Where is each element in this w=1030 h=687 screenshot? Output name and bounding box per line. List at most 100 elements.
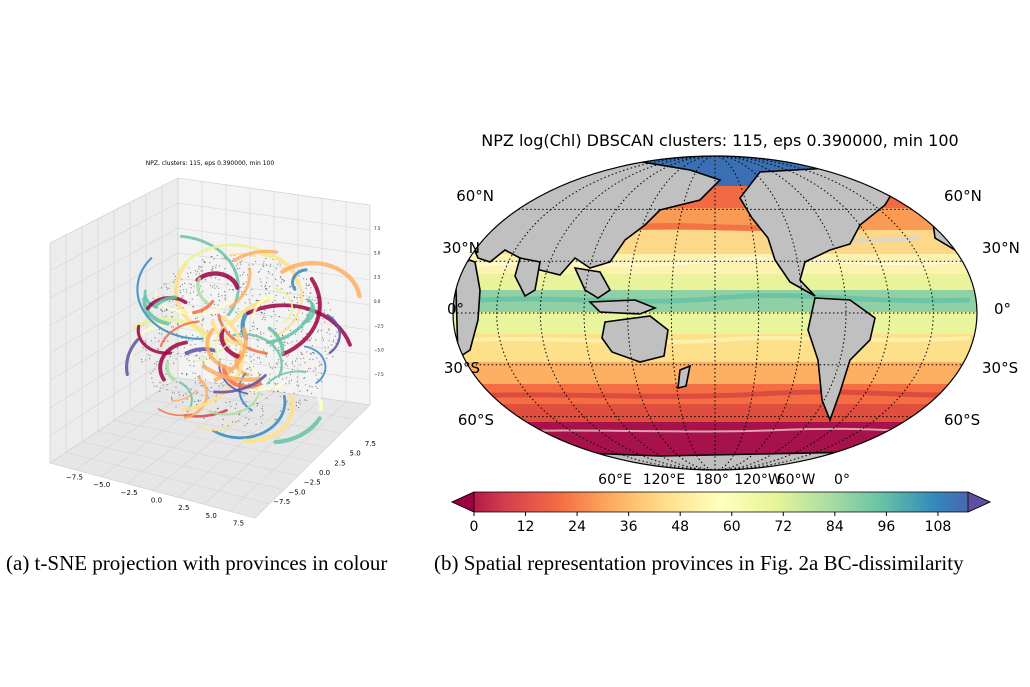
colorbar-tick-label: 36 bbox=[620, 519, 638, 535]
tsne-point bbox=[271, 301, 273, 303]
tsne-cluster-arc bbox=[159, 320, 200, 348]
tsne-point bbox=[306, 278, 308, 280]
tsne-point bbox=[252, 295, 254, 297]
colorbar-tick-label: 60 bbox=[723, 519, 741, 535]
tsne-point bbox=[261, 383, 263, 385]
tsne-point bbox=[319, 361, 321, 363]
tsne-point bbox=[198, 265, 200, 267]
tsne-point bbox=[336, 339, 338, 341]
tsne-point bbox=[185, 335, 187, 337]
z-tick-label: −2.5 bbox=[374, 323, 384, 328]
tsne-point bbox=[275, 418, 278, 420]
tsne-point bbox=[277, 390, 279, 392]
tsne-point bbox=[186, 374, 188, 376]
tsne-point bbox=[306, 351, 308, 353]
tsne-point bbox=[207, 387, 209, 389]
tsne-point bbox=[320, 329, 322, 332]
grid-line bbox=[49, 352, 179, 436]
tsne-cluster-arc bbox=[165, 361, 176, 381]
tsne-point bbox=[269, 373, 271, 375]
tsne-point bbox=[248, 418, 250, 420]
tsne-point bbox=[282, 378, 284, 380]
tsne-point bbox=[152, 382, 154, 384]
tsne-point bbox=[308, 284, 310, 286]
tsne-point bbox=[140, 358, 143, 360]
tsne-cluster-arc bbox=[125, 338, 140, 377]
tsne-point bbox=[277, 359, 279, 361]
colorbar-extend-min bbox=[451, 491, 475, 513]
meridian-line bbox=[539, 155, 716, 471]
tsne-point bbox=[299, 403, 301, 405]
tsne-point bbox=[262, 264, 264, 266]
tsne-point bbox=[222, 418, 224, 420]
tsne-point bbox=[332, 341, 334, 343]
colorbar-tick-label: 84 bbox=[826, 519, 844, 535]
tsne-point bbox=[291, 299, 293, 302]
tsne-point bbox=[251, 374, 253, 376]
tsne-cluster-arc bbox=[196, 277, 209, 305]
tsne-point bbox=[293, 392, 295, 394]
x-tick-label: 7.5 bbox=[233, 519, 244, 527]
tsne-point bbox=[230, 363, 232, 365]
tsne-cluster-arc bbox=[195, 271, 240, 290]
tsne-point bbox=[248, 264, 250, 266]
tsne-point bbox=[307, 284, 309, 286]
tsne-point bbox=[167, 360, 169, 362]
tsne-point bbox=[195, 390, 197, 392]
tsne-point bbox=[260, 268, 262, 270]
tsne-cluster-arc bbox=[201, 364, 262, 382]
tsne-point bbox=[196, 403, 198, 406]
tsne-point bbox=[288, 309, 290, 311]
tsne-point bbox=[167, 340, 169, 342]
tsne-point bbox=[216, 285, 218, 287]
tsne-point bbox=[179, 291, 181, 294]
land-newzealand bbox=[677, 364, 692, 390]
tsne-point bbox=[191, 298, 193, 300]
tsne-point bbox=[190, 344, 192, 346]
tsne-point bbox=[232, 421, 234, 423]
tsne-point bbox=[299, 364, 301, 366]
tsne-point bbox=[165, 283, 167, 285]
tsne-point bbox=[259, 294, 261, 296]
tsne-point bbox=[192, 291, 194, 293]
tsne-point bbox=[298, 401, 300, 403]
tsne-point bbox=[258, 357, 260, 359]
tsne-point bbox=[209, 284, 212, 286]
tsne-point bbox=[158, 328, 160, 330]
x-tick-label: −7.5 bbox=[66, 474, 83, 482]
tsne-point bbox=[179, 290, 181, 292]
tsne-point bbox=[171, 391, 174, 393]
tsne-point bbox=[300, 358, 302, 360]
tsne-point bbox=[324, 346, 326, 348]
tsne-point bbox=[266, 277, 268, 279]
tsne-cluster-arc bbox=[211, 394, 287, 440]
meridian-line bbox=[496, 155, 716, 471]
tsne-point bbox=[145, 359, 147, 361]
tsne-point bbox=[315, 339, 317, 341]
tsne-point bbox=[282, 360, 284, 362]
tsne-point bbox=[198, 357, 200, 359]
tsne-point bbox=[220, 315, 222, 317]
tsne-point bbox=[265, 355, 267, 357]
tsne-point bbox=[245, 294, 247, 296]
tsne-point bbox=[219, 358, 221, 360]
tsne-point bbox=[270, 263, 272, 265]
tsne-point bbox=[166, 383, 168, 386]
tsne-point bbox=[209, 262, 211, 264]
tsne-point bbox=[245, 281, 247, 283]
tsne-point bbox=[265, 288, 267, 290]
tsne-point bbox=[188, 339, 190, 341]
tsne-point bbox=[190, 287, 192, 289]
tsne-point bbox=[235, 311, 237, 314]
tsne-point bbox=[222, 424, 224, 426]
tsne-point bbox=[257, 402, 259, 404]
map-title: NPZ log(Chl) DBSCAN clusters: 115, eps 0… bbox=[481, 131, 958, 150]
tsne-point bbox=[283, 297, 285, 299]
tsne-point bbox=[221, 295, 223, 297]
tsne-cluster-arc bbox=[174, 260, 213, 338]
tsne-point bbox=[281, 288, 283, 290]
tsne-point bbox=[245, 401, 247, 403]
tsne-point bbox=[245, 355, 247, 357]
tsne-point bbox=[253, 353, 255, 355]
tsne-point bbox=[175, 386, 177, 388]
